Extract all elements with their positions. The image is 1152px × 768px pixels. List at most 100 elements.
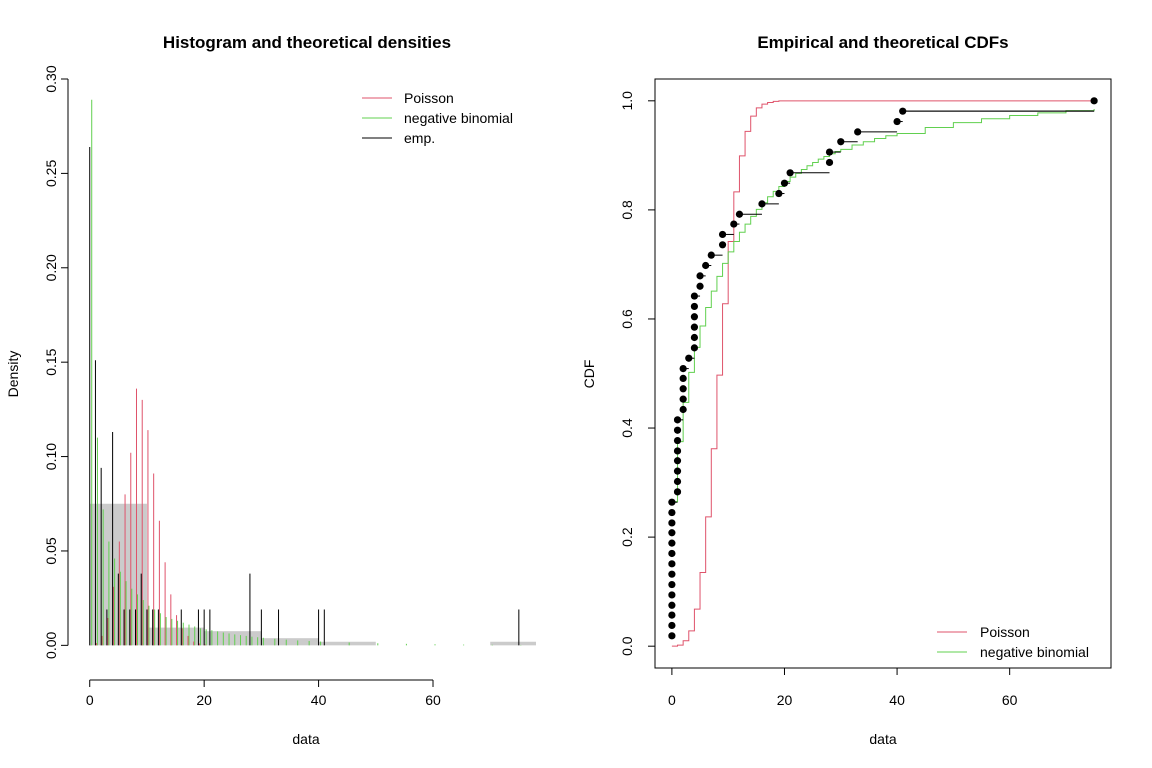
cdf-x-tick-label: 40 bbox=[889, 692, 905, 708]
ecdf-point bbox=[668, 601, 676, 609]
ecdf-point bbox=[673, 477, 682, 486]
ecdf-point bbox=[775, 189, 783, 198]
ecdf-point bbox=[668, 580, 676, 589]
ecdf-point bbox=[718, 230, 727, 239]
cdf-y-label: CDF bbox=[581, 360, 597, 389]
cdf-x-tick-label: 0 bbox=[668, 692, 676, 708]
cdf-x-tick-label: 20 bbox=[777, 692, 793, 708]
histogram-bars bbox=[89, 503, 536, 646]
ecdf-point bbox=[786, 169, 794, 177]
cdf-axes: 0.0 0.2 0.4 0.6 0.8 1.0 0 20 40 60 bbox=[619, 91, 1018, 708]
ecdf-point bbox=[702, 261, 710, 270]
histogram-y-label: Density bbox=[5, 351, 21, 398]
ecdf-point bbox=[696, 282, 704, 290]
legend-label: negative binomial bbox=[980, 644, 1089, 660]
histogram-panel: Histogram and theoretical densities data… bbox=[5, 33, 536, 747]
histogram-legend: Poisson negative binomial emp. bbox=[362, 90, 513, 146]
ecdf-point bbox=[735, 210, 744, 218]
histogram-y-tick-label: 0.05 bbox=[43, 537, 59, 564]
ecdf-point bbox=[668, 498, 676, 506]
ecdf-point bbox=[730, 220, 738, 228]
legend-label: negative binomial bbox=[404, 110, 513, 126]
histogram-x-tick-label: 60 bbox=[425, 692, 441, 708]
ecdf-point bbox=[679, 385, 687, 393]
cdf-x-tick-label: 60 bbox=[1002, 692, 1018, 708]
ecdf-point bbox=[679, 405, 687, 414]
histogram-title: Histogram and theoretical densities bbox=[163, 33, 451, 52]
ecdf-point bbox=[899, 107, 907, 115]
cdf-y-tick-label: 0.6 bbox=[619, 309, 635, 329]
ecdf-point bbox=[690, 302, 699, 311]
ecdf-point bbox=[673, 436, 682, 445]
ecdf-point bbox=[690, 344, 699, 352]
histogram-x-tick-label: 0 bbox=[86, 692, 94, 708]
ecdf-point bbox=[668, 570, 676, 578]
ecdf-point bbox=[673, 426, 682, 434]
ecdf-point bbox=[690, 313, 699, 321]
cdf-y-tick-label: 0.2 bbox=[619, 527, 635, 547]
ecdf-point bbox=[668, 632, 676, 640]
cdf-lines bbox=[668, 97, 1098, 647]
ecdf-point bbox=[668, 611, 676, 619]
cdf-plot-box bbox=[654, 78, 1112, 669]
ecdf-point bbox=[854, 128, 862, 136]
ecdf-point bbox=[707, 251, 715, 259]
histogram-y-tick-label: 0.30 bbox=[43, 65, 59, 92]
ecdf-point bbox=[758, 200, 766, 208]
ecdf-point bbox=[685, 354, 693, 362]
cdf-panel: Empirical and theoretical CDFs data CDF … bbox=[581, 33, 1112, 747]
ecdf-point bbox=[780, 179, 789, 187]
histogram-bar-3 bbox=[261, 638, 319, 646]
ecdf-point bbox=[668, 621, 676, 630]
ecdf-point bbox=[668, 529, 676, 537]
histogram-y-tick-label: 0.25 bbox=[43, 160, 59, 187]
ecdf-point bbox=[679, 395, 687, 403]
histogram-y-tick-label: 0.00 bbox=[43, 632, 59, 659]
ecdf-point bbox=[668, 519, 676, 527]
ecdf-point bbox=[668, 591, 676, 599]
cdf-y-tick-label: 0.0 bbox=[619, 636, 635, 656]
ecdf-point bbox=[668, 560, 676, 568]
ecdf-point bbox=[673, 447, 682, 455]
histogram-bar-4 bbox=[318, 641, 376, 646]
cdf-line-poisson bbox=[671, 100, 1095, 647]
cdf-legend: Poisson negative binomial bbox=[937, 624, 1089, 660]
ecdf-point bbox=[668, 549, 676, 558]
cdf-y-tick-label: 1.0 bbox=[619, 91, 635, 111]
ecdf-point bbox=[825, 158, 834, 167]
histogram-x-tick-label: 20 bbox=[196, 692, 212, 708]
histogram-y-tick-label: 0.15 bbox=[43, 348, 59, 375]
histogram-bar-1 bbox=[146, 627, 205, 646]
cdf-x-label: data bbox=[869, 731, 896, 747]
ecdf-point bbox=[837, 138, 845, 146]
legend-label: Poisson bbox=[980, 624, 1030, 640]
histogram-y-tick-label: 0.20 bbox=[43, 254, 59, 281]
histogram-bar-2 bbox=[204, 631, 262, 646]
ecdf-point bbox=[668, 539, 676, 547]
legend-label: emp. bbox=[404, 130, 435, 146]
histogram-x-label: data bbox=[292, 731, 319, 747]
ecdf-point bbox=[673, 488, 682, 496]
cdf-y-tick-label: 0.4 bbox=[619, 418, 635, 438]
ecdf-point bbox=[668, 508, 676, 517]
ecdf-point bbox=[690, 292, 699, 300]
ecdf-point bbox=[893, 117, 901, 126]
ecdf-point bbox=[1090, 97, 1098, 105]
cdf-line-negative-binomial bbox=[671, 108, 1095, 503]
cdf-title: Empirical and theoretical CDFs bbox=[757, 33, 1008, 52]
ecdf-point bbox=[679, 364, 687, 373]
histogram-axes: 0.00 0.05 0.10 0.15 0.20 0.25 0.30 0 20 40 60 bbox=[43, 65, 441, 708]
histogram-y-tick-label: 0.10 bbox=[43, 443, 59, 470]
ecdf-point bbox=[696, 272, 704, 280]
histogram-x-tick-label: 40 bbox=[311, 692, 327, 708]
ecdf-point bbox=[673, 416, 682, 424]
ecdf-point bbox=[673, 457, 682, 465]
ecdf-point bbox=[718, 241, 727, 249]
cdf-y-tick-label: 0.8 bbox=[619, 200, 635, 220]
ecdf-point bbox=[679, 374, 687, 383]
ecdf-point bbox=[690, 333, 699, 342]
ecdf-point bbox=[690, 323, 699, 331]
legend-label: Poisson bbox=[404, 90, 454, 106]
ecdf-point bbox=[825, 148, 834, 156]
